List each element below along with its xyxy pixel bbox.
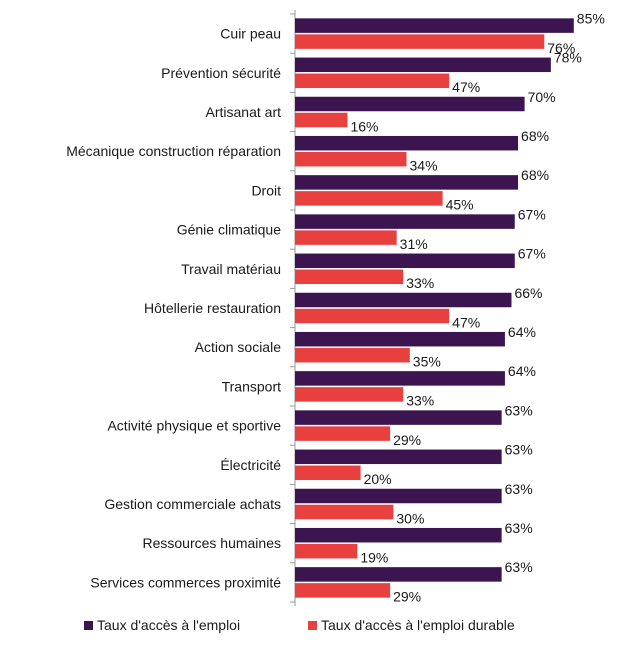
category-label: Mécanique construction réparation [66, 143, 281, 159]
bar-emploi-durable [295, 34, 545, 49]
bar-emploi [295, 18, 574, 33]
data-label-emploi: 67% [518, 206, 546, 222]
category-label: Services commerces proximité [90, 574, 281, 590]
data-label-emploi-durable: 16% [350, 118, 378, 134]
bar-emploi [295, 214, 515, 229]
category-label: Ressources humaines [142, 535, 281, 551]
bar-emploi [295, 253, 515, 269]
chart-legend: Taux d'accès à l'emploi Taux d'accès à l… [84, 617, 515, 633]
bar-emploi [295, 567, 502, 582]
data-label-emploi: 68% [521, 128, 549, 144]
legend-swatch-emploi [84, 621, 93, 630]
bar-emploi-durable [295, 504, 394, 520]
data-label-emploi-durable: 29% [393, 589, 421, 605]
category-label: Droit [251, 182, 281, 198]
data-label-emploi: 63% [505, 520, 533, 536]
category-label: Génie climatique [177, 222, 281, 238]
bar-emploi [295, 488, 502, 504]
data-label-emploi-durable: 35% [413, 353, 441, 369]
data-label-emploi: 63% [505, 402, 533, 418]
bar-emploi [295, 410, 502, 425]
category-label: Travail matériau [181, 261, 281, 277]
data-label-emploi-durable: 30% [396, 510, 424, 526]
category-label: Action sociale [195, 339, 282, 355]
bar-emploi-durable [295, 191, 443, 206]
bar-emploi [295, 292, 512, 308]
bar-emploi-durable [295, 347, 410, 363]
data-label-emploi: 64% [508, 324, 536, 340]
data-label-emploi-durable: 76% [547, 40, 575, 56]
category-label: Cuir peau [220, 26, 281, 42]
bar-emploi-durable [295, 308, 450, 324]
data-label-emploi-durable: 47% [452, 314, 480, 330]
data-label-emploi: 66% [514, 285, 542, 301]
bar-emploi [295, 96, 525, 112]
bar-emploi [295, 449, 502, 465]
bar-emploi-durable [295, 426, 391, 441]
bar-emploi-durable [295, 73, 450, 89]
bar-emploi [295, 331, 505, 347]
data-label-emploi-durable: 29% [393, 432, 421, 448]
bar-emploi-durable [295, 230, 397, 245]
bar-emploi-durable [295, 465, 361, 481]
legend-swatch-emploi-durable [308, 621, 317, 630]
category-label: Gestion commerciale achats [104, 496, 281, 512]
category-label: Artisanat art [206, 104, 282, 120]
data-label-emploi-durable: 20% [364, 471, 392, 487]
bar-emploi [295, 135, 519, 151]
bar-emploi [295, 57, 551, 73]
data-label-emploi-durable: 33% [406, 393, 434, 409]
data-label-emploi: 63% [505, 481, 533, 497]
legend-label-emploi: Taux d'accès à l'emploi [97, 617, 240, 633]
bar-emploi-durable [295, 387, 404, 402]
bar-emploi-durable [295, 112, 348, 128]
bar-emploi-durable [295, 151, 407, 167]
category-label: Électricité [220, 457, 281, 473]
data-label-emploi: 68% [521, 167, 549, 183]
data-label-emploi-durable: 45% [446, 197, 474, 213]
data-label-emploi: 64% [508, 363, 536, 379]
category-label: Transport [222, 378, 282, 394]
legend-label-emploi-durable: Taux d'accès à l'emploi durable [321, 617, 515, 633]
category-label: Activité physique et sportive [107, 418, 281, 434]
chart-plot-area: Cuir peau 85%76% Prévention sécurité 78% 47%… [66, 10, 605, 606]
data-label-emploi-durable: 31% [400, 236, 428, 252]
data-label-emploi-durable: 34% [410, 157, 438, 173]
category-label: Hôtellerie restauration [144, 300, 281, 316]
bar-emploi [295, 371, 505, 386]
bar-emploi [295, 527, 502, 543]
data-label-emploi: 85% [577, 10, 605, 26]
data-label-emploi-durable: 33% [406, 275, 434, 291]
bar-emploi [295, 175, 519, 190]
data-label-emploi: 78% [554, 50, 582, 66]
data-label-emploi-durable: 47% [452, 79, 480, 95]
data-label-emploi: 63% [505, 559, 533, 575]
category-label: Prévention sécurité [161, 65, 281, 81]
data-label-emploi: 70% [528, 89, 556, 105]
bar-emploi-durable [295, 269, 404, 285]
data-label-emploi: 63% [505, 442, 533, 458]
bar-emploi-durable [295, 583, 391, 598]
data-label-emploi: 67% [518, 246, 546, 262]
bar-emploi-durable [295, 543, 358, 559]
data-label-emploi-durable: 19% [360, 549, 388, 565]
